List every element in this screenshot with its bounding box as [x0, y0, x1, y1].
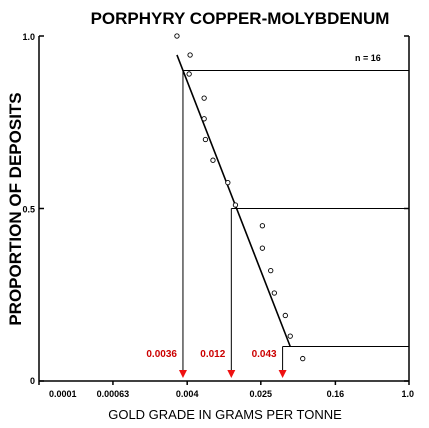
- data-point: [259, 223, 266, 229]
- fit-line-layer: [176, 54, 291, 347]
- percentile-arrow: [227, 370, 236, 378]
- percentile-lines-layer: 0.0036 0.012 0.043: [146, 70, 409, 378]
- x-tick-label: 1.0: [401, 389, 414, 399]
- data-point: [259, 245, 266, 251]
- data-point: [271, 290, 277, 296]
- percentile-arrow: [178, 370, 187, 378]
- x-tick-label: 0.004: [176, 389, 199, 399]
- data-point: [174, 33, 180, 39]
- y-axis-label: PROPORTION OF DEPOSITS: [6, 92, 25, 325]
- y-tick-label: 0: [30, 376, 35, 386]
- x-tick-label: 0.16: [327, 389, 345, 399]
- data-point: [232, 202, 239, 208]
- data-point: [210, 157, 216, 163]
- tick-labels-layer: 0.0001 0.00063 0.004 0.025 0.16 1.0 0 0.5 1.0: [22, 32, 414, 399]
- x-tick-label: 0.0001: [49, 389, 77, 399]
- data-point: [287, 333, 293, 339]
- data-point: [187, 52, 193, 58]
- x-tick-label: 0.025: [250, 389, 273, 399]
- y-tick-label: 1.0: [22, 32, 35, 42]
- percentile-label: 0.043: [252, 349, 277, 360]
- data-point: [300, 355, 306, 362]
- data-point: [282, 312, 288, 319]
- data-points-layer: [174, 33, 306, 362]
- data-point: [268, 267, 274, 274]
- data-point: [225, 179, 231, 186]
- data-point: [202, 136, 209, 143]
- data-point: [186, 71, 192, 77]
- percentile-arrow: [278, 370, 287, 378]
- y-tick-label: 0.5: [22, 205, 35, 215]
- chart-title: PORPHYRY COPPER-MOLYBDENUM: [91, 9, 390, 28]
- data-point: [201, 116, 207, 122]
- fit-line: [176, 54, 291, 347]
- data-point: [201, 95, 207, 101]
- x-axis-label: GOLD GRADE IN GRAMS PER TONNE: [108, 407, 342, 422]
- percentile-label: 0.0036: [146, 349, 177, 360]
- percentile-label: 0.012: [200, 349, 225, 360]
- sample-count-label: n = 16: [355, 53, 381, 63]
- x-tick-label: 0.00063: [97, 389, 130, 399]
